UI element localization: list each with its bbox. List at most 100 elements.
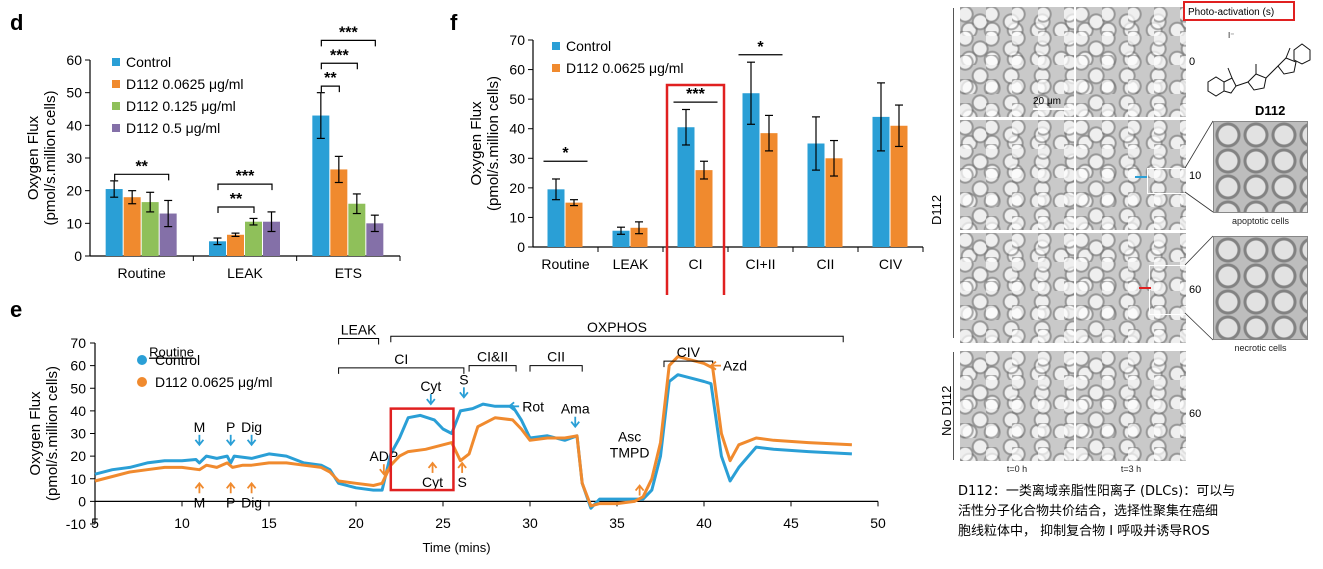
y-tick-label: 50 bbox=[509, 91, 525, 107]
caption-block: D112：一类离域亲脂性阳离子 (DLCs)：可以与 活性分子化合物共价结合，选… bbox=[958, 482, 1318, 542]
y-tick-label: 40 bbox=[509, 121, 525, 137]
legend-label: D112 0.0625 μg/ml bbox=[566, 60, 684, 76]
y-tick-label: 40 bbox=[70, 403, 86, 419]
legend-label: Control bbox=[155, 352, 200, 368]
zoom-image-apoptotic bbox=[1213, 121, 1308, 213]
legend-label: Control bbox=[126, 54, 171, 70]
legend-swatch bbox=[552, 64, 560, 72]
col-label-t0: t=0 h bbox=[1006, 464, 1028, 474]
y-axis-label-unit: (pmol/s.million cells) bbox=[485, 76, 502, 211]
x-tick-label: 45 bbox=[783, 515, 799, 531]
bar bbox=[245, 221, 262, 256]
legend-swatch bbox=[112, 58, 120, 66]
phase-label: CII bbox=[547, 349, 565, 365]
bar bbox=[330, 169, 348, 256]
marker-arrowhead bbox=[226, 439, 236, 447]
bar bbox=[677, 127, 695, 247]
marker-arrowhead bbox=[246, 439, 257, 447]
significance-bracket bbox=[320, 62, 358, 70]
bar bbox=[547, 189, 565, 247]
x-tick-label: ETS bbox=[335, 265, 362, 281]
highlight-box-ci bbox=[665, 83, 726, 295]
row-label-d112: D112 bbox=[929, 194, 944, 225]
y-tick-label: 60 bbox=[509, 62, 525, 78]
inset-box-necrotic bbox=[1149, 265, 1187, 315]
marker-label: Azd bbox=[723, 358, 747, 374]
y-tick-label: 10 bbox=[70, 471, 86, 487]
y-tick-label: 10 bbox=[509, 209, 525, 225]
x-tick-label: LEAK bbox=[227, 265, 263, 281]
y-tick-label: 60 bbox=[66, 52, 82, 68]
legend-label: Control bbox=[566, 38, 611, 54]
y-tick-label: 30 bbox=[509, 150, 525, 166]
panel-letter-f: f bbox=[450, 10, 458, 35]
significance-stars: *** bbox=[339, 24, 358, 41]
marker-arrowhead bbox=[507, 401, 515, 412]
highlight-box-ci bbox=[389, 407, 455, 492]
legend-label: D112 0.0625 μg/ml bbox=[126, 76, 244, 92]
phase-label: LEAK bbox=[341, 321, 377, 337]
bar bbox=[630, 227, 648, 247]
y-tick-label: 20 bbox=[70, 448, 86, 464]
significance-stars: *** bbox=[330, 47, 349, 64]
phase-label: CIV bbox=[677, 344, 701, 360]
marker-arrowhead bbox=[570, 421, 580, 429]
caption-line-2: 活性分子化合物共价结合，选择性聚集在癌细 bbox=[958, 504, 1219, 519]
marker-arrowhead bbox=[246, 481, 257, 489]
legend-label: D112 0.5 μg/ml bbox=[126, 120, 220, 136]
y-tick-label: -10 bbox=[66, 516, 86, 532]
legend-marker bbox=[137, 377, 147, 387]
marker-label: Asc bbox=[618, 429, 641, 445]
phase-label: Routine bbox=[149, 345, 194, 360]
marker-arrowhead bbox=[709, 360, 717, 371]
zoom-connectors bbox=[1184, 120, 1214, 341]
marker-label: P bbox=[226, 494, 235, 510]
x-tick-label: LEAK bbox=[613, 256, 649, 272]
bar bbox=[760, 133, 778, 247]
x-tick-label: CI+II bbox=[746, 256, 776, 272]
significance-bracket bbox=[217, 206, 255, 213]
marker-arrowhead bbox=[194, 481, 205, 489]
scalebar-label: 20 μm bbox=[1033, 96, 1061, 107]
time-label-10: 10 bbox=[1189, 170, 1202, 182]
marker-arrowhead bbox=[634, 484, 645, 492]
zoom-label-apoptotic: apoptotic cells bbox=[1231, 216, 1290, 226]
arrow-blue-apoptotic bbox=[1135, 176, 1147, 178]
time-label-60-no-d112: 60 bbox=[1189, 408, 1202, 420]
x-tick-label: 5 bbox=[91, 515, 99, 531]
bar bbox=[742, 93, 760, 247]
marker-label: Cyt bbox=[422, 474, 443, 490]
phase-label: CI bbox=[394, 351, 408, 367]
x-tick-label: Routine bbox=[118, 265, 166, 281]
col-label-t3: t=3 h bbox=[1120, 464, 1142, 474]
y-tick-label: 20 bbox=[509, 180, 525, 196]
marker-label: Ama bbox=[561, 401, 590, 417]
bar bbox=[227, 234, 244, 256]
legend-label: D112 0.125 μg/ml bbox=[126, 98, 236, 114]
significance-stars: *** bbox=[236, 168, 255, 185]
bar bbox=[825, 158, 843, 247]
marker-arrowhead bbox=[427, 461, 438, 469]
significance-bracket bbox=[320, 85, 340, 93]
bar bbox=[141, 202, 159, 256]
significance-bracket bbox=[217, 183, 273, 191]
y-axis-label: Oxygen Flux bbox=[27, 391, 44, 476]
x-axis-label: Time (mins) bbox=[422, 540, 490, 555]
y-tick-label: 0 bbox=[517, 239, 525, 255]
panel-e: e -10 0 10 20 30 40 50 60 70 5 10 15 20 25 30 35 40 45 50 T… bbox=[0, 295, 900, 569]
marker-label: Cyt bbox=[420, 378, 441, 394]
y-tick-label: 70 bbox=[70, 335, 86, 351]
bar bbox=[807, 143, 825, 247]
significance-stars: ** bbox=[135, 158, 148, 175]
zoom-image-necrotic bbox=[1213, 236, 1308, 340]
legend-swatch bbox=[112, 102, 120, 110]
x-tick-label: Routine bbox=[541, 256, 589, 272]
scalebar-line bbox=[1033, 108, 1071, 110]
photo-activation-label: Photo-activation (s) bbox=[1183, 1, 1295, 21]
x-tick-label: 20 bbox=[348, 515, 364, 531]
x-tick-label: CI bbox=[689, 256, 703, 272]
marker-label: ADP bbox=[369, 448, 398, 464]
bar bbox=[348, 203, 366, 256]
series-line bbox=[94, 373, 852, 510]
marker-arrowhead bbox=[459, 391, 469, 399]
